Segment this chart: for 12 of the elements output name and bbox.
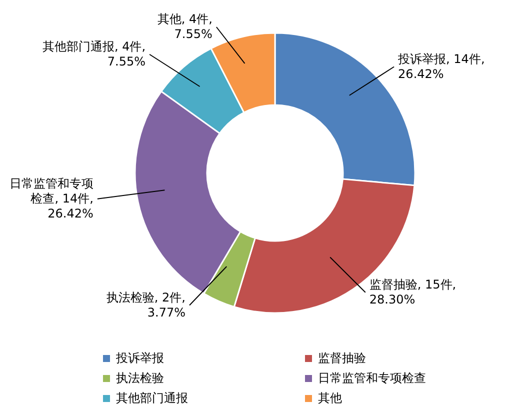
legend-label: 监督抽验	[318, 350, 366, 367]
legend-label: 其他部门通报	[116, 390, 188, 407]
legend-label: 其他	[318, 390, 342, 407]
data-label: 其他部门通报, 4件, 7.55%	[42, 39, 146, 68]
data-label: 投诉举报, 14件, 26.42%	[397, 52, 485, 81]
data-label: 监督抽验, 15件, 28.30%	[369, 277, 456, 306]
data-label: 执法检验, 2件, 3.77%	[106, 290, 186, 320]
legend-label: 投诉举报	[116, 350, 164, 367]
data-label: 日常监管和专项检查, 14件, 26.42%	[9, 176, 94, 220]
legend-label: 日常监管和专项检查	[318, 370, 426, 387]
legend-label: 执法检验	[116, 370, 164, 387]
data-label: 其他, 4件, 7.55%	[157, 12, 212, 41]
